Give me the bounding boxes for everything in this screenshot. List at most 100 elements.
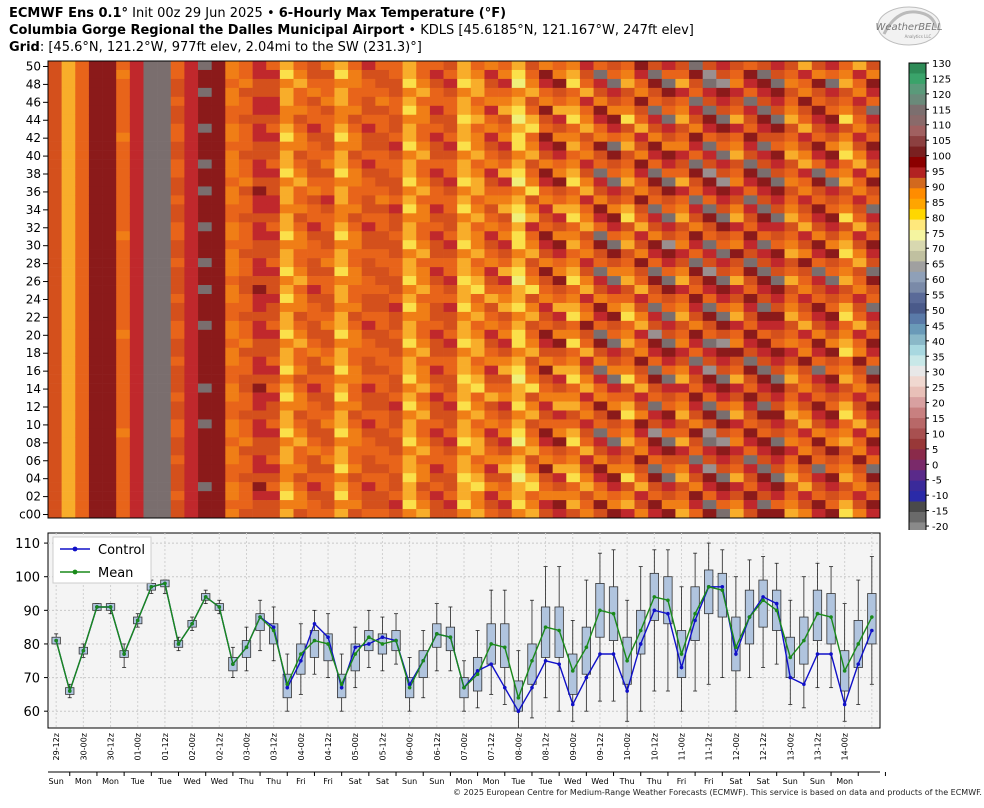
heatmap-cell (675, 105, 690, 116)
colorbar-tick-label: 120 (932, 90, 951, 101)
heatmap-cell (470, 159, 485, 169)
x-time-label: 01-12z (161, 733, 170, 760)
heatmap-cell (770, 123, 785, 133)
heatmap-cell (211, 437, 226, 447)
heatmap-cell (279, 204, 294, 214)
heatmap-cell (266, 141, 281, 151)
heatmap-cell (48, 509, 62, 519)
heatmap-cell (675, 437, 690, 447)
heatmap-cell (702, 320, 717, 331)
heatmap-cell (661, 267, 676, 277)
heatmap-cell (402, 87, 417, 98)
heatmap-cell (770, 320, 785, 331)
heatmap-cell (279, 114, 294, 125)
heatmap-cell (320, 240, 335, 250)
heatmap-cell (716, 410, 731, 420)
heatmap-cell (634, 186, 649, 196)
heatmap-cell (552, 168, 567, 178)
heatmap-cell (225, 437, 240, 447)
heatmap-cell (198, 114, 212, 125)
heatmap-cell (388, 186, 403, 196)
heatmap-cell (443, 320, 458, 331)
heatmap-cell (648, 473, 663, 483)
heatmap-cell (539, 500, 553, 510)
heatmap-cell (484, 150, 499, 160)
heatmap-cell (157, 123, 172, 133)
heatmap-cell (552, 240, 567, 250)
heatmap-cell (566, 285, 581, 295)
heatmap-cell (375, 150, 390, 160)
heatmap-cell (498, 401, 513, 411)
heatmap-cell (402, 401, 417, 411)
heatmap-cell (798, 392, 813, 402)
heatmap-cell (48, 347, 62, 358)
heatmap-cell (525, 87, 540, 98)
heatmap-cell (184, 311, 199, 322)
heatmap-cell (211, 320, 226, 331)
heatmap-cell (607, 195, 622, 205)
heatmap-cell (61, 302, 76, 313)
colorbar-swatch (909, 459, 926, 471)
heatmap-cell (661, 159, 676, 169)
heatmap-cell (798, 293, 813, 304)
heatmap-cell (675, 195, 690, 205)
heatmap-cell (293, 150, 308, 160)
heatmap-cell (102, 114, 117, 125)
heatmap-cell (852, 69, 867, 80)
heatmap-y-tick-label: 04 (26, 472, 41, 486)
mean-point (856, 642, 861, 646)
heatmap-cell (88, 509, 103, 519)
heatmap-cell (839, 186, 854, 196)
heatmap-cell (866, 177, 881, 187)
heatmap-cell (607, 186, 622, 196)
heatmap-cell (648, 159, 663, 169)
heatmap-cell (498, 195, 513, 205)
heatmap-cell (579, 78, 594, 89)
heatmap-cell (307, 464, 322, 474)
heatmap-cell (184, 509, 199, 519)
heatmap-cell (375, 276, 390, 286)
heatmap-cell (429, 258, 444, 268)
heatmap-cell (866, 240, 881, 250)
colorbar-swatch (909, 313, 926, 325)
heatmap-cell (729, 329, 744, 340)
heatmap-cell (634, 96, 649, 107)
heatmap-cell (443, 61, 458, 71)
heatmap-cell (238, 482, 253, 492)
y-tick-label: 100 (15, 571, 40, 586)
colorbar-tick-label: -20 (932, 522, 948, 530)
heatmap-cell (675, 177, 690, 187)
heatmap-cell (225, 240, 240, 250)
heatmap-cell (88, 302, 103, 313)
heatmap-cell (825, 491, 840, 501)
heatmap-cell (457, 311, 472, 322)
heatmap-cell (798, 410, 813, 420)
heatmap-cell (484, 392, 499, 402)
heatmap-cell (607, 482, 622, 492)
heatmap-cell (266, 383, 281, 393)
mean-point (747, 615, 752, 619)
heatmap-cell (729, 365, 744, 375)
x-time-label: 05-12z (378, 733, 387, 760)
heatmap-cell (498, 78, 513, 89)
heatmap-cell (648, 329, 663, 340)
heatmap-cell (702, 132, 717, 142)
heatmap-cell (579, 374, 594, 384)
heatmap-cell (484, 347, 499, 358)
heatmap-cell (498, 464, 513, 474)
heatmap-cell (184, 285, 199, 295)
heatmap-cell (484, 240, 499, 250)
heatmap-cell (388, 509, 403, 519)
x-time-label: 07-12z (487, 733, 496, 760)
heatmap-cell (552, 410, 567, 420)
heatmap-cell (198, 302, 212, 313)
heatmap-cell (470, 204, 485, 214)
heatmap-cell (457, 410, 472, 420)
heatmap-cell (102, 356, 117, 366)
x-day-label: Fri (323, 777, 333, 786)
colorbar-tick-label: 40 (932, 337, 945, 348)
heatmap-cell (743, 473, 758, 483)
heatmap-cell (102, 204, 117, 214)
heatmap-cell (252, 473, 267, 483)
heatmap-cell (770, 329, 785, 340)
